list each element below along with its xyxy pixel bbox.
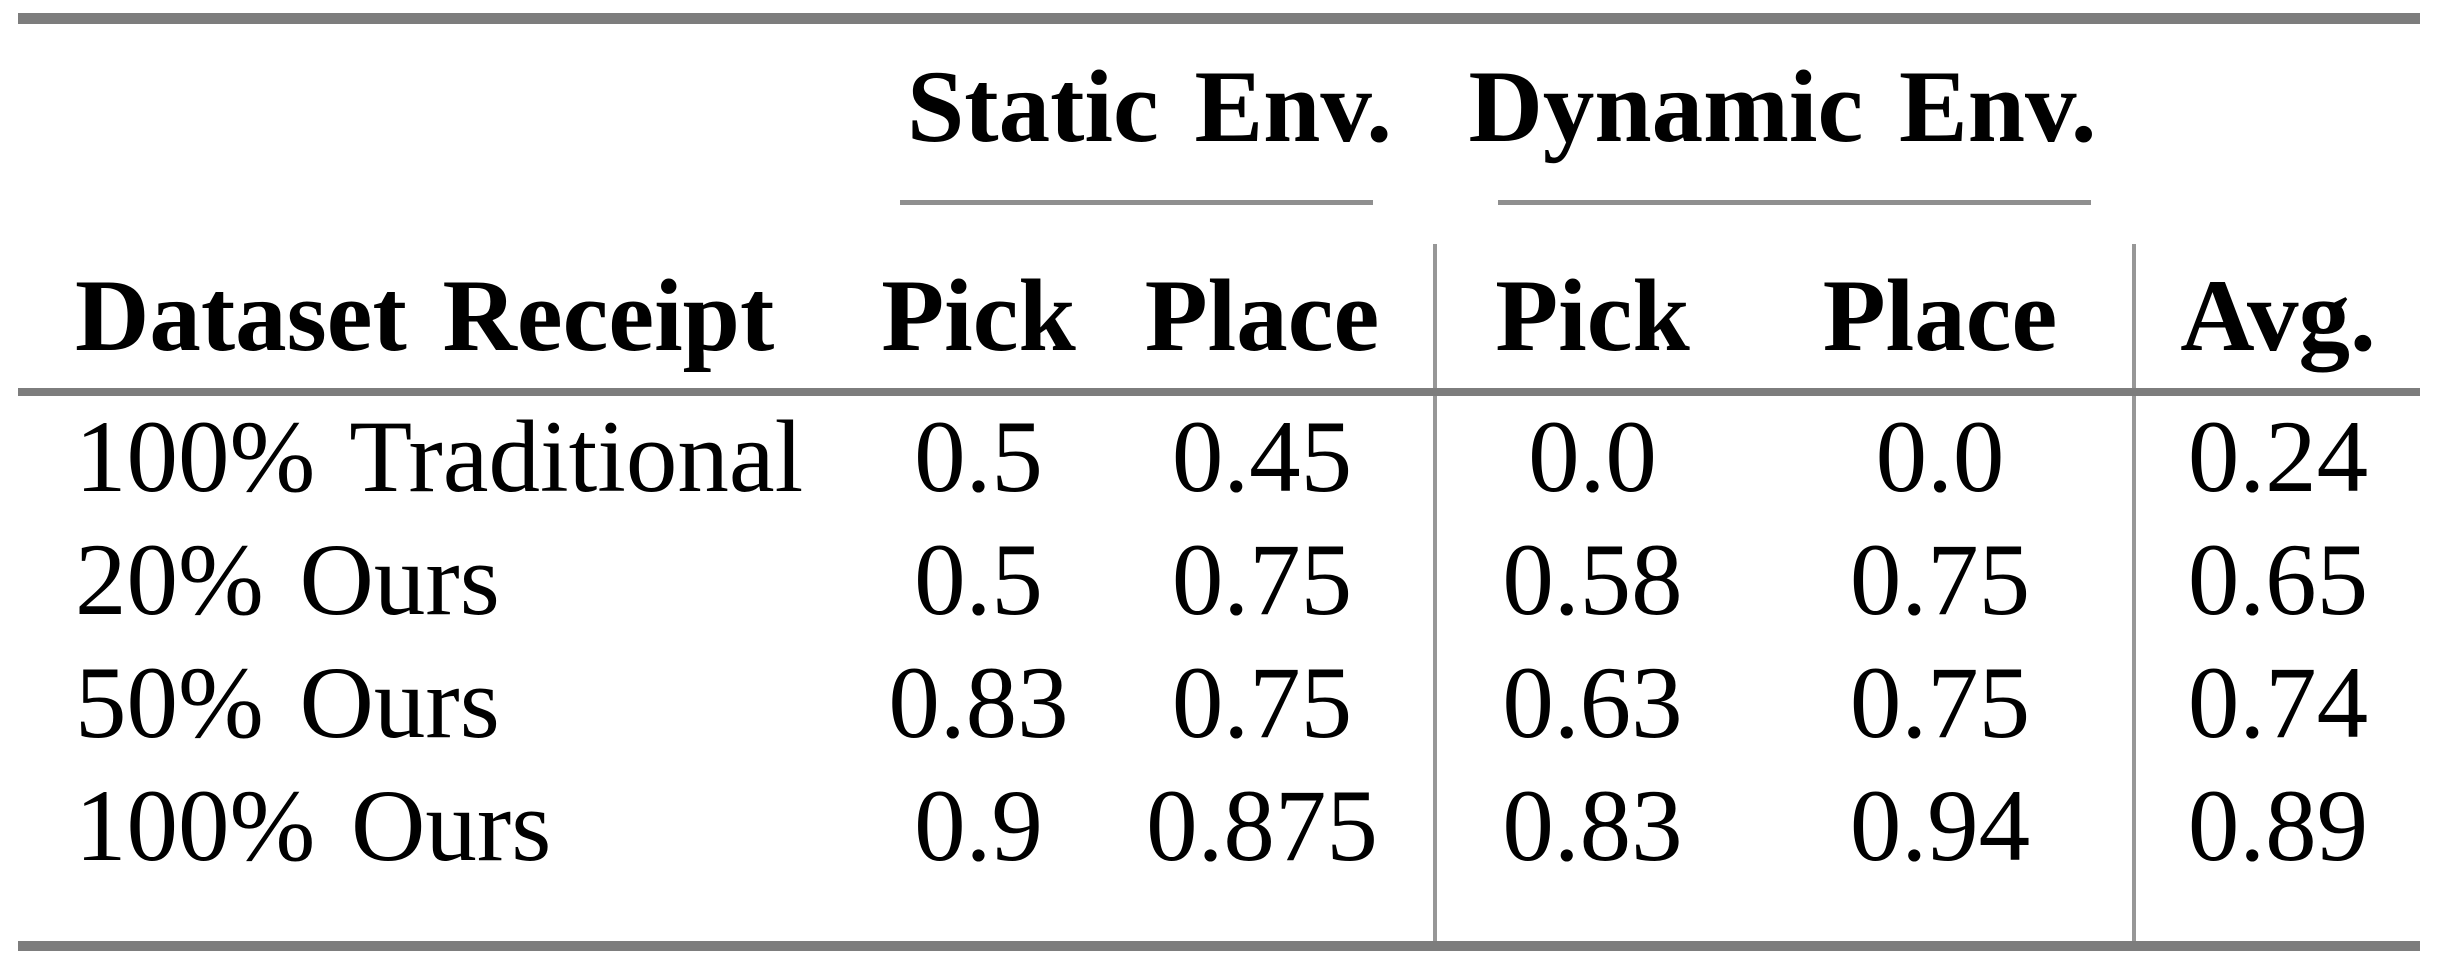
- column-header-row: Dataset Receipt Pick Place Pick Place Av…: [18, 244, 2420, 388]
- column-header-avg: Avg.: [2132, 244, 2420, 388]
- static-place-value: 0.875: [1146, 769, 1378, 883]
- static-pick-value: 0.83: [888, 646, 1069, 760]
- static-pick-value: 0.9: [914, 769, 1043, 883]
- static-pick-value: 0.5: [914, 400, 1043, 514]
- results-table: Static Env. Dynamic Env. Dataset Receipt…: [18, 13, 2420, 951]
- row-label: 100% Ours: [75, 769, 552, 883]
- column-group-static-env: Static Env.: [866, 24, 1433, 244]
- column-group-label-static: Static Env.: [906, 50, 1393, 164]
- static-place-value: 0.45: [1171, 400, 1353, 514]
- column-header-dynamic-place: Place: [1822, 258, 2058, 373]
- column-header-dataset-receipt: Dataset Receipt: [75, 258, 775, 373]
- row-label: 50% Ours: [75, 646, 500, 760]
- static-place-value: 0.75: [1171, 646, 1353, 760]
- cmidrule-dynamic: [1498, 200, 2091, 205]
- column-header-static-place: Place: [1144, 258, 1380, 373]
- avg-value: 0.74: [2132, 642, 2420, 765]
- column-group-header-row: Static Env. Dynamic Env.: [18, 24, 2420, 244]
- dynamic-pick-value: 0.0: [1433, 396, 1748, 519]
- column-header-static-pick: Pick: [881, 258, 1076, 373]
- dynamic-place-value: 0.75: [1849, 523, 2031, 637]
- dynamic-pick-value: 0.58: [1433, 519, 1748, 642]
- static-place-value: 0.75: [1171, 523, 1353, 637]
- column-header-dynamic-pick: Pick: [1433, 244, 1748, 388]
- row-label: 20% Ours: [75, 523, 500, 637]
- dynamic-place-value: 0.0: [1875, 400, 2005, 514]
- table-row: 50% Ours 0.83 0.75 0.63 0.75 0.74: [18, 642, 2420, 765]
- table-bottom-spacer: [18, 888, 2420, 941]
- table-row: 20% Ours 0.5 0.75 0.58 0.75 0.65: [18, 519, 2420, 642]
- column-group-label-dynamic: Dynamic Env.: [1468, 50, 2097, 164]
- dynamic-pick-value: 0.63: [1433, 642, 1748, 765]
- avg-value: 0.65: [2132, 519, 2420, 642]
- dynamic-pick-value: 0.83: [1433, 765, 1748, 888]
- table-mid-rule: [18, 388, 2420, 396]
- avg-value: 0.89: [2132, 765, 2420, 888]
- dynamic-place-value: 0.94: [1849, 769, 2031, 883]
- column-group-dynamic-env: Dynamic Env.: [1433, 24, 2132, 244]
- table-top-rule: [18, 13, 2420, 24]
- avg-value: 0.24: [2132, 396, 2420, 519]
- table-bottom-rule: [18, 941, 2420, 951]
- cmidrule-static: [900, 200, 1373, 205]
- table-row: 100% Traditional 0.5 0.45 0.0 0.0 0.24: [18, 396, 2420, 519]
- static-pick-value: 0.5: [914, 523, 1043, 637]
- dynamic-place-value: 0.75: [1849, 646, 2031, 760]
- table-row: 100% Ours 0.9 0.875 0.83 0.94 0.89: [18, 765, 2420, 888]
- row-label: 100% Traditional: [75, 400, 804, 514]
